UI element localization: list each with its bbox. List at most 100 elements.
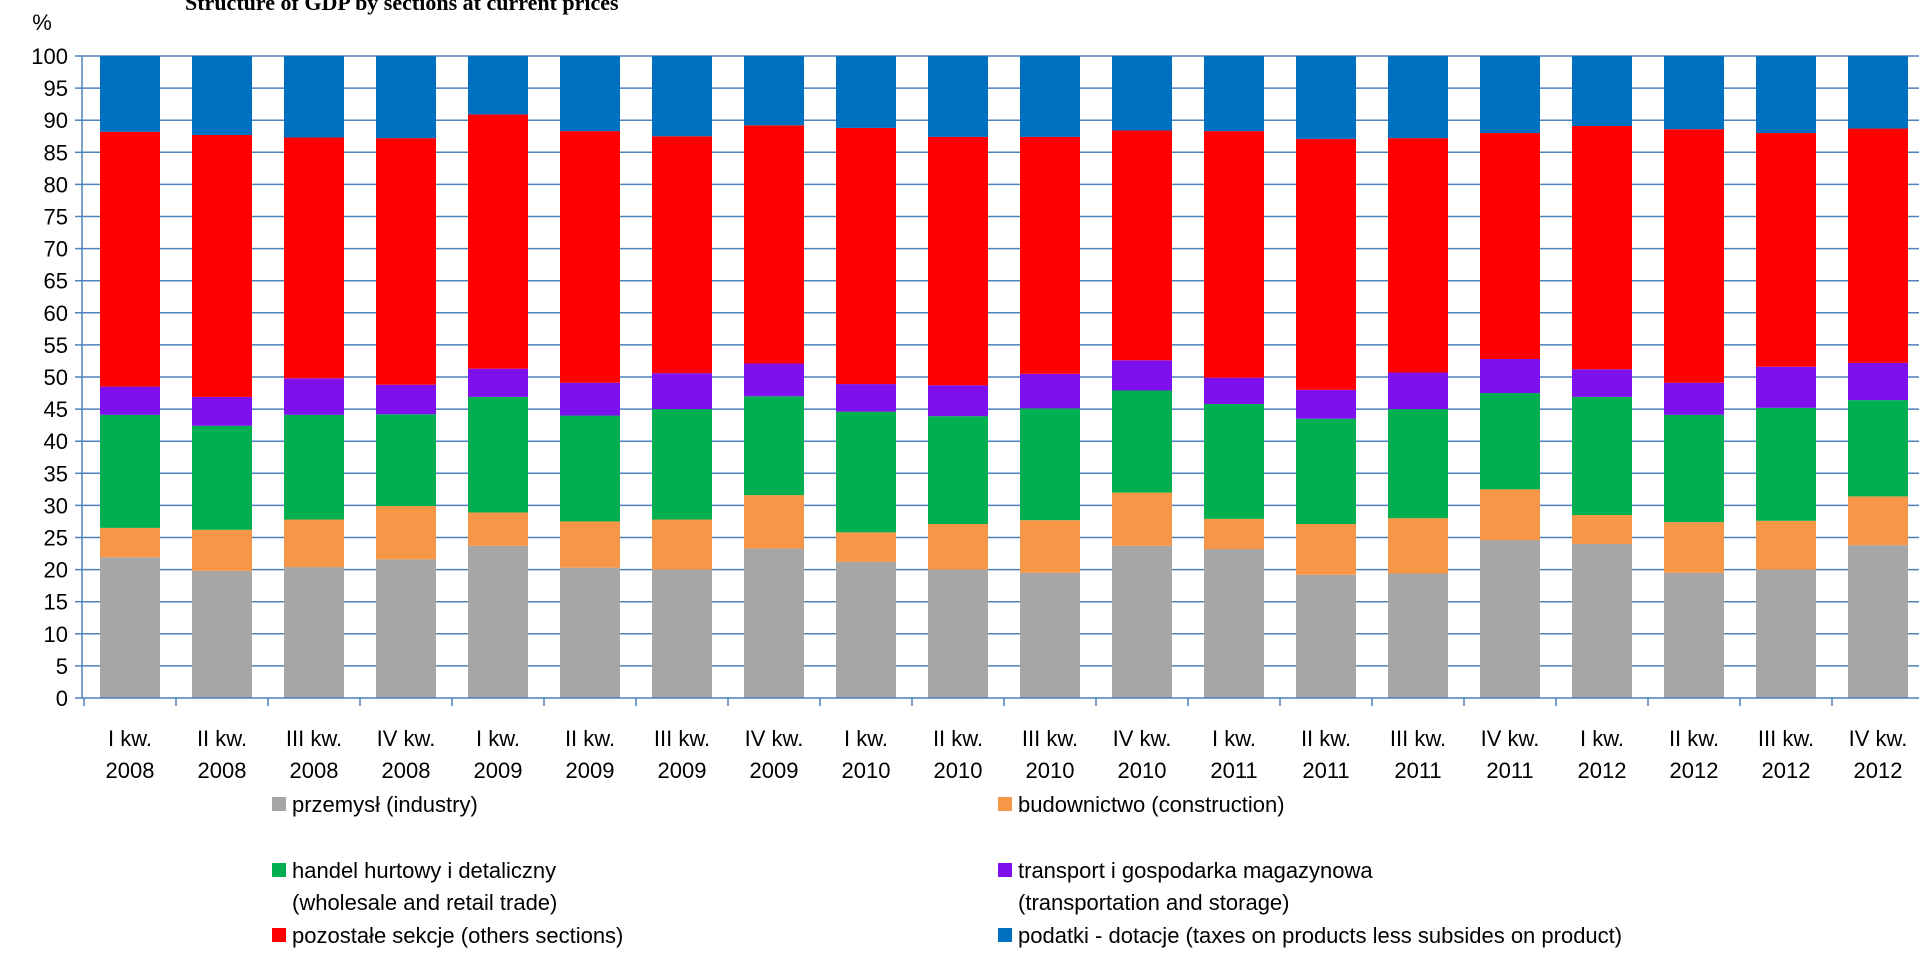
bar-segment — [560, 521, 620, 568]
x-tick-label: III kw. — [1022, 726, 1078, 751]
legend: przemysł (industry) budownictwo (construc… — [272, 792, 1622, 948]
bar-segment — [1112, 130, 1172, 361]
bar-segment — [652, 56, 712, 137]
bar-segment — [284, 519, 344, 568]
gridlines — [82, 55, 1919, 667]
x-tick-label: 2011 — [1302, 758, 1349, 783]
x-tick-label: I kw. — [108, 726, 152, 751]
bar-segment — [284, 414, 344, 520]
y-tick-label: 50 — [44, 365, 68, 390]
legend-label: budownictwo (construction) — [1018, 792, 1285, 817]
bar-segment — [1296, 138, 1356, 390]
y-tick-label: 55 — [44, 333, 68, 358]
bar-segment — [1296, 524, 1356, 575]
bar-segment — [1572, 515, 1632, 544]
bar-segment — [836, 384, 896, 412]
bar-segment — [1204, 549, 1264, 698]
y-tick-label: 75 — [44, 205, 68, 230]
bar-segment — [468, 56, 528, 115]
x-tick-label: IV kw. — [377, 726, 436, 751]
x-tick-label: 2009 — [474, 758, 523, 783]
bar-segment — [1204, 56, 1264, 132]
y-tick-label: 40 — [44, 429, 68, 454]
x-tick-label: 2008 — [290, 758, 339, 783]
x-tick-label: II kw. — [565, 726, 615, 751]
y-tick-label: 10 — [44, 622, 68, 647]
bar-segment — [376, 56, 436, 139]
x-tick-label: 2012 — [1670, 758, 1719, 783]
x-tick-label: 2008 — [106, 758, 155, 783]
legend-swatch — [272, 797, 286, 811]
bar-segment — [1572, 369, 1632, 397]
y-tick-label: 5 — [56, 654, 68, 679]
bar-segment — [1204, 131, 1264, 378]
x-tick-label: I kw. — [476, 726, 520, 751]
x-tick-label: 2012 — [1854, 758, 1903, 783]
bar-segment — [1388, 372, 1448, 410]
bar-segment — [928, 385, 988, 417]
bar-segment — [468, 545, 528, 698]
bar-segment — [100, 56, 160, 132]
bar-segment — [744, 125, 804, 364]
bar-segment — [928, 56, 988, 137]
bar-segment — [376, 559, 436, 698]
bar-segment — [100, 527, 160, 558]
x-tick-label: I kw. — [844, 726, 888, 751]
bar-segment — [376, 384, 436, 415]
x-tick-label: IV kw. — [1113, 726, 1172, 751]
bar-segment — [560, 56, 620, 132]
x-tick-label: 2012 — [1762, 758, 1811, 783]
bar-segment — [1848, 128, 1908, 363]
bar-segment — [284, 56, 344, 138]
y-tick-label: 0 — [56, 686, 68, 711]
bar-segment — [1664, 56, 1724, 130]
bar-segment — [560, 415, 620, 522]
bar-segment — [1112, 545, 1172, 698]
bar-segment — [1480, 393, 1540, 490]
bar-segment — [1388, 573, 1448, 698]
bar-segment — [1112, 492, 1172, 546]
x-tick-label: 2008 — [382, 758, 431, 783]
bar-segment — [1204, 377, 1264, 404]
x-tick-label: 2008 — [198, 758, 247, 783]
y-tick-label: 100 — [31, 44, 68, 69]
bar-segment — [284, 137, 344, 379]
bar-segment — [1388, 518, 1448, 574]
x-tick-label: II kw. — [1669, 726, 1719, 751]
bar-segment — [1112, 56, 1172, 131]
bar-segment — [192, 529, 252, 571]
x-tick-label: III kw. — [654, 726, 710, 751]
legend-swatch — [998, 863, 1012, 877]
y-tick-label: 35 — [44, 461, 68, 486]
x-tick-label: IV kw. — [1481, 726, 1540, 751]
bar-segment — [836, 56, 896, 128]
x-tick-label: 2010 — [842, 758, 891, 783]
bar-segment — [1296, 389, 1356, 419]
x-tick-label: 2010 — [1026, 758, 1075, 783]
bar-segment — [652, 569, 712, 698]
y-tick-label: 65 — [44, 269, 68, 294]
bar-segment — [836, 561, 896, 698]
y-tick-label: 90 — [44, 108, 68, 133]
bars — [100, 56, 1908, 698]
bar-segment — [1480, 489, 1540, 541]
bar-segment — [1572, 125, 1632, 370]
bar-segment — [836, 532, 896, 562]
bar-segment — [744, 548, 804, 698]
bar-segment — [928, 524, 988, 570]
bar-segment — [836, 411, 896, 533]
legend-label: pozostałe sekcje (others sections) — [292, 923, 623, 948]
legend-swatch — [272, 863, 286, 877]
bar-segment — [100, 414, 160, 528]
y-tick-label: 85 — [44, 140, 68, 165]
bar-segment — [100, 131, 160, 387]
x-tick-label: 2011 — [1394, 758, 1441, 783]
bar-segment — [1388, 56, 1448, 139]
chart-title: Structure of GDP by sections at current … — [185, 0, 619, 15]
y-tick-label: 15 — [44, 590, 68, 615]
legend-label: (transportation and storage) — [1018, 890, 1290, 915]
x-tick-label: III kw. — [1758, 726, 1814, 751]
bar-segment — [928, 416, 988, 525]
x-tick-label: 2009 — [566, 758, 615, 783]
